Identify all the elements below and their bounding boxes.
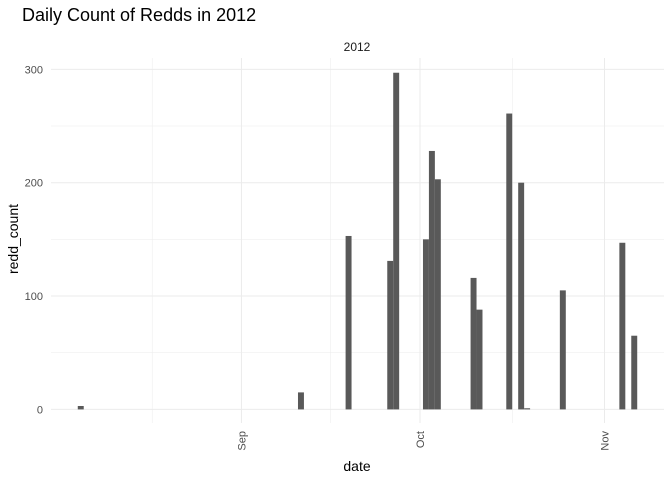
bar bbox=[631, 335, 638, 410]
bar bbox=[428, 150, 435, 410]
y-tick-label: 200 bbox=[25, 178, 43, 190]
bar bbox=[476, 309, 483, 410]
bar bbox=[518, 182, 525, 410]
bars bbox=[77, 72, 638, 410]
y-tick-label: 300 bbox=[25, 64, 43, 76]
x-axis-ticks: Sep Oct Nov bbox=[236, 431, 611, 451]
x-axis-title: date bbox=[343, 458, 370, 474]
grid-lines bbox=[51, 58, 664, 423]
y-axis-ticks: 0 100 200 300 bbox=[25, 64, 43, 416]
bar bbox=[345, 235, 352, 410]
x-tick-label: Oct bbox=[415, 431, 427, 448]
bar bbox=[422, 239, 429, 410]
y-tick-label: 0 bbox=[37, 404, 43, 416]
bar bbox=[393, 72, 400, 410]
bar bbox=[559, 290, 566, 410]
bar bbox=[506, 113, 513, 410]
bar bbox=[470, 277, 477, 410]
y-tick-label: 100 bbox=[25, 291, 43, 303]
x-tick-label: Sep bbox=[236, 431, 248, 451]
bar bbox=[77, 405, 84, 410]
facet-strip-label: 2012 bbox=[344, 40, 371, 54]
bar bbox=[524, 408, 531, 410]
x-tick-label: Nov bbox=[599, 431, 611, 451]
y-axis-title: redd_count bbox=[5, 204, 21, 274]
bar bbox=[387, 260, 394, 410]
bar bbox=[619, 242, 626, 410]
bar bbox=[297, 392, 304, 410]
bar bbox=[434, 179, 441, 410]
chart-title: Daily Count of Redds in 2012 bbox=[22, 5, 257, 25]
